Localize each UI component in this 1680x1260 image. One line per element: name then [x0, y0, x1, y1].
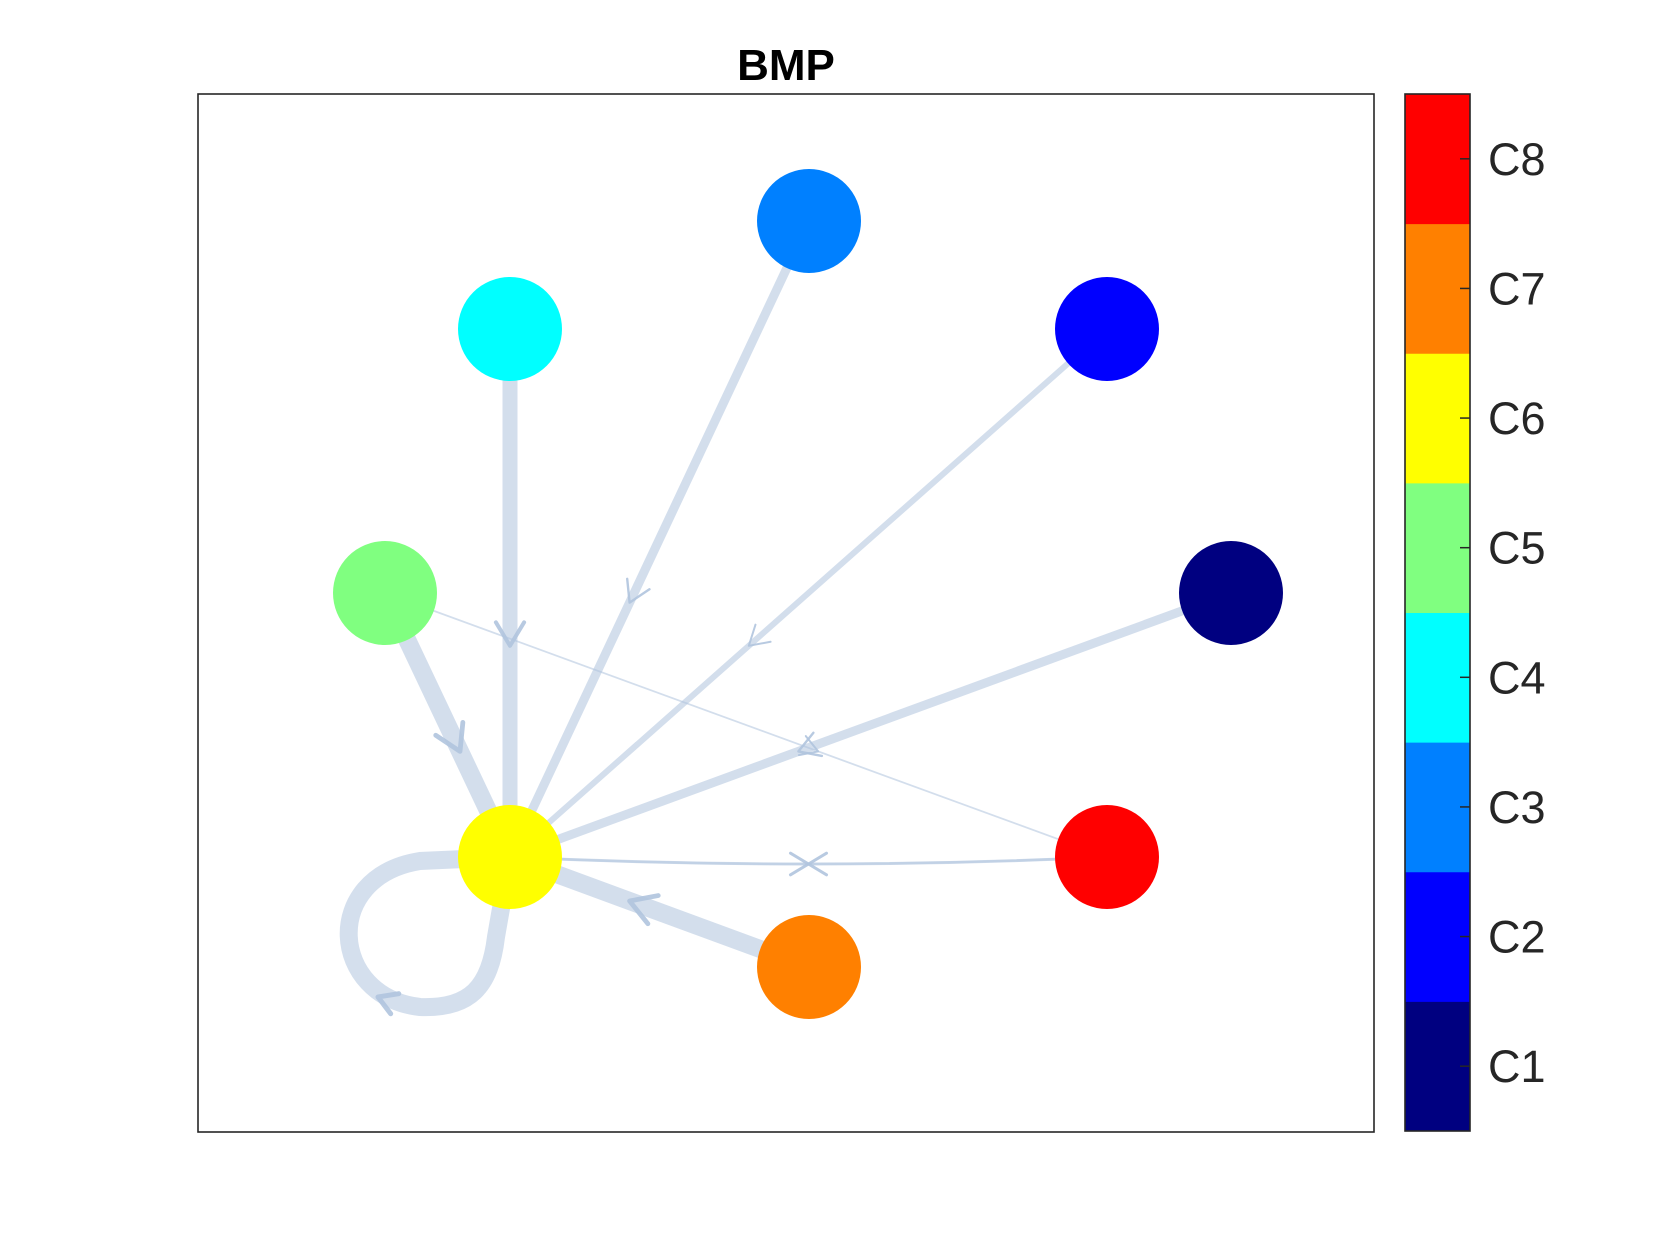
arrow-C7-to-C6: [627, 893, 661, 927]
edge-C7-to-C6: [506, 848, 813, 976]
chart-title: BMP: [737, 41, 835, 90]
node-C3: [757, 169, 861, 273]
arrow-C3-to-C6: [625, 577, 651, 604]
colorbar-segment-C2: [1405, 871, 1470, 1002]
colorbar-segment-C1: [1405, 1001, 1470, 1132]
colorbar-label-C8: C8: [1488, 134, 1546, 185]
node-C8: [1055, 805, 1159, 909]
arrow-C5-to-C8: [797, 735, 820, 757]
colorbar: C1 C2 C3 C4 C5 C6 C7 C8: [1404, 93, 1546, 1132]
colorbar-segment-C3: [1405, 742, 1470, 873]
edge-C6-to-C6: [339, 848, 519, 1017]
colorbar-frame: [1404, 93, 1471, 1132]
colorbar-segment-C8: [1405, 94, 1470, 225]
arrow-C8-to-C6: [807, 851, 828, 877]
colorbar-label-C5: C5: [1488, 523, 1546, 574]
arrow-C6-to-C6: [375, 991, 402, 1017]
node-C7: [757, 915, 861, 1019]
edge-C3-to-C6: [505, 219, 814, 859]
colorbar-label-C6: C6: [1488, 393, 1546, 444]
colorbar-segment-C5: [1405, 482, 1470, 613]
node-C1: [1179, 541, 1283, 645]
colorbar-segment-C6: [1405, 353, 1470, 484]
colorbar-label-C7: C7: [1488, 263, 1546, 314]
colorbar-label-C3: C3: [1488, 782, 1546, 833]
arrow-C5-to-C6: [433, 719, 466, 754]
colorbar-label-C2: C2: [1488, 912, 1546, 963]
arrow-C4-to-C6: [493, 620, 527, 648]
colorbar-segment-C7: [1405, 223, 1470, 354]
colorbar-label-C1: C1: [1488, 1041, 1546, 1092]
nodes-layer: [333, 169, 1283, 1019]
arrows-layer: [375, 577, 828, 1017]
node-C5: [333, 541, 437, 645]
edge-C2-to-C6: [508, 326, 1109, 860]
node-C2: [1055, 277, 1159, 381]
colorbar-segment-C4: [1405, 612, 1470, 743]
arrow-C2-to-C6: [747, 623, 772, 647]
edge-C1-to-C6: [508, 588, 1233, 862]
node-C4: [458, 277, 562, 381]
node-C6: [458, 805, 562, 909]
colorbar-label-C4: C4: [1488, 652, 1546, 703]
